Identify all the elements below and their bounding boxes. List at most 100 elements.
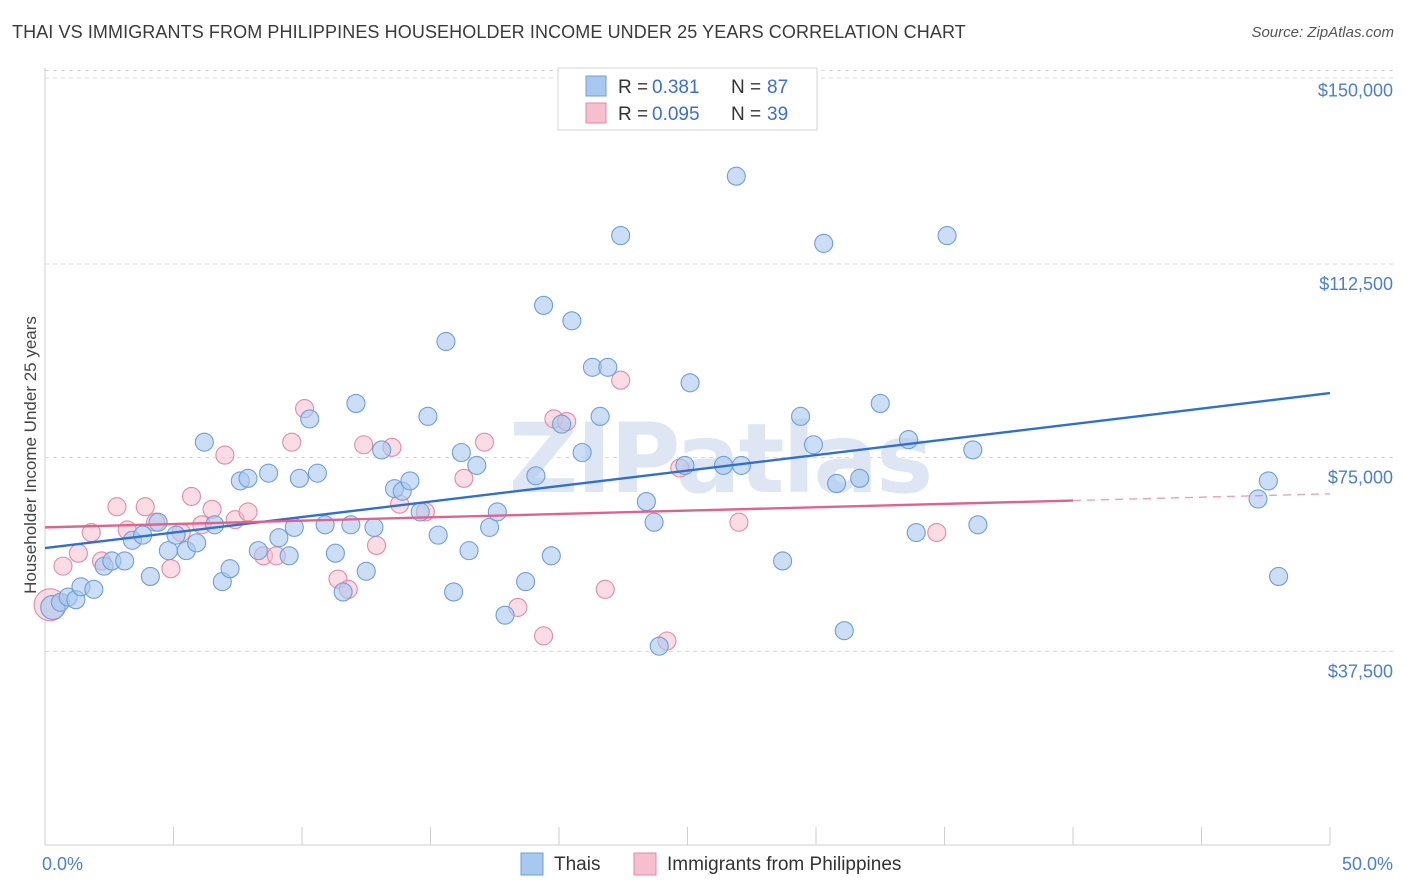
thais-point bbox=[827, 473, 847, 494]
thais-point bbox=[803, 435, 823, 455]
philippines-point bbox=[595, 579, 615, 599]
bottom-legend-swatch bbox=[633, 852, 657, 876]
thais-point bbox=[451, 442, 471, 463]
thais-point bbox=[166, 525, 186, 545]
philippines-point bbox=[238, 502, 258, 522]
y-tick-label: $150,000 bbox=[1318, 80, 1393, 100]
thais-point bbox=[680, 373, 700, 393]
thais-point bbox=[534, 295, 554, 315]
thais-point bbox=[269, 528, 289, 548]
y-tick-label: $37,500 bbox=[1328, 661, 1393, 681]
thais-point bbox=[834, 621, 854, 641]
thais-point bbox=[906, 522, 926, 543]
philippines-point bbox=[107, 497, 127, 517]
philippines-point bbox=[354, 435, 374, 455]
philippines-point bbox=[927, 522, 947, 543]
thais-point bbox=[850, 468, 870, 488]
y-tick-label: $75,000 bbox=[1328, 468, 1393, 488]
bottom-legend-swatch bbox=[520, 852, 544, 876]
thais-point bbox=[467, 455, 487, 475]
legend-n-value: 87 bbox=[767, 77, 788, 98]
x-tick-label-min: 0.0% bbox=[42, 854, 83, 874]
thais-point bbox=[333, 582, 353, 602]
legend-r-label: R = bbox=[618, 77, 648, 98]
bottom-legend: Thais Immigrants from Philippines bbox=[520, 852, 901, 876]
thais-point bbox=[148, 512, 168, 532]
thais-point bbox=[205, 515, 225, 535]
philippines-point bbox=[215, 445, 235, 465]
thais-point bbox=[1258, 471, 1278, 491]
thais-point bbox=[1269, 566, 1289, 586]
x-tick-label-max: 50.0% bbox=[1342, 854, 1393, 874]
source-label: Source: ZipAtlas.com bbox=[1251, 24, 1394, 41]
thais-point bbox=[870, 393, 890, 413]
thais-point bbox=[140, 566, 160, 586]
thais-point bbox=[963, 440, 983, 460]
thais-point bbox=[937, 226, 957, 246]
legend-n-label: N = bbox=[731, 104, 761, 125]
philippines-point bbox=[474, 432, 495, 452]
thais-point bbox=[194, 432, 214, 452]
thais-point bbox=[315, 515, 335, 535]
thais-point bbox=[526, 466, 546, 486]
legend-r-label: R = bbox=[618, 104, 648, 125]
thais-point bbox=[562, 311, 582, 331]
y-tick-label: $112,500 bbox=[1319, 274, 1393, 294]
philippines-point bbox=[611, 370, 631, 390]
legend-r-value: 0.095 bbox=[652, 104, 700, 125]
legend-swatch bbox=[585, 75, 607, 97]
legend-r-value: 0.381 bbox=[652, 77, 700, 98]
philippines-point bbox=[135, 497, 155, 517]
thais-point bbox=[372, 440, 392, 460]
thais-point bbox=[590, 406, 610, 426]
bottom-legend-label: Thais bbox=[554, 854, 600, 875]
y-axis-title: Householder Income Under 25 years bbox=[21, 316, 40, 594]
trend-lines bbox=[44, 391, 1331, 550]
thais-point bbox=[495, 605, 515, 625]
thais-point bbox=[598, 357, 618, 377]
thais-point bbox=[238, 468, 258, 488]
thais-point bbox=[814, 233, 834, 253]
thais-point bbox=[356, 561, 376, 581]
thais-point bbox=[220, 559, 240, 579]
thais-point bbox=[248, 541, 268, 561]
trend-line-philippines-extension bbox=[1072, 493, 1331, 502]
thais-point bbox=[115, 551, 135, 571]
legend-n-label: N = bbox=[731, 77, 761, 98]
thais-point bbox=[611, 226, 631, 246]
philippines-point bbox=[729, 512, 749, 532]
philippines-point bbox=[181, 486, 202, 506]
thais-point bbox=[259, 463, 279, 483]
philippines-point bbox=[534, 626, 554, 646]
thais-point bbox=[436, 331, 456, 352]
thais-point bbox=[480, 517, 500, 537]
thais-point bbox=[307, 463, 327, 483]
thais-point bbox=[487, 502, 507, 522]
philippines-point bbox=[366, 535, 387, 556]
legend-n-value: 39 bbox=[767, 104, 788, 125]
thais-point bbox=[791, 406, 811, 426]
thais-point bbox=[300, 409, 320, 429]
thais-point bbox=[325, 543, 345, 563]
legend-swatch bbox=[585, 102, 607, 124]
thais-point bbox=[552, 414, 572, 434]
thais-point bbox=[773, 551, 793, 571]
thais-point bbox=[400, 471, 420, 491]
philippines-point bbox=[454, 468, 474, 488]
thais-point bbox=[346, 393, 366, 413]
chart-title: THAI VS IMMIGRANTS FROM PHILIPPINES HOUS… bbox=[12, 22, 966, 42]
philippines-point bbox=[68, 543, 88, 563]
thais-point bbox=[418, 406, 438, 426]
thais-point bbox=[459, 541, 479, 561]
philippines-point bbox=[282, 432, 302, 452]
grid-layer bbox=[45, 69, 1395, 652]
thais-point bbox=[968, 515, 988, 535]
thais-point bbox=[364, 517, 384, 537]
philippines-point bbox=[161, 559, 181, 579]
thais-point bbox=[726, 166, 746, 186]
philippines-point bbox=[53, 556, 73, 576]
legend: R = 0.381 N = 87 R = 0.095 N = 39 bbox=[557, 67, 818, 131]
thais-point bbox=[187, 533, 207, 553]
axis-layer: $37,500 $75,000 $112,500 $150,000 0.0% 50.0% H… bbox=[21, 68, 1393, 874]
